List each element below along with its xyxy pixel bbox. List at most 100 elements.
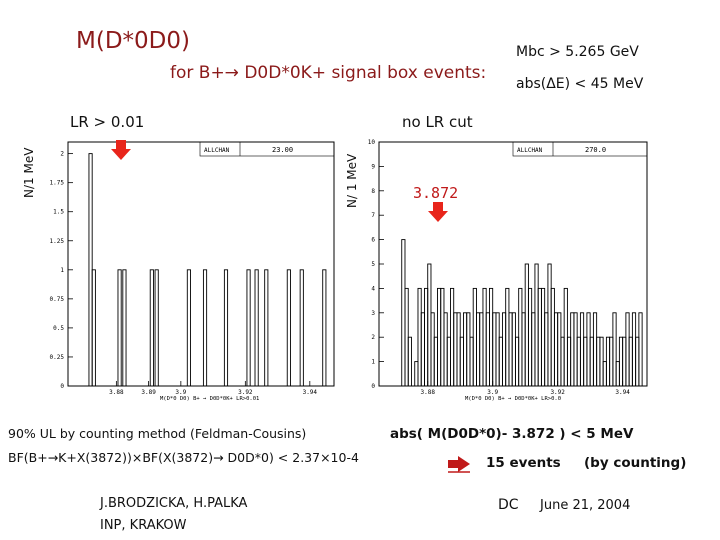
right-bar-41 — [537, 287, 542, 387]
left-bar-11 — [264, 269, 269, 387]
right-bar-28 — [495, 312, 500, 387]
left-y-tick-label: 0.25 — [50, 354, 65, 361]
left-y-tick-label: 1 — [60, 267, 64, 274]
right-x-tick-label: 3.9 — [487, 389, 498, 396]
right-bar-51 — [570, 312, 575, 387]
left-arrow-icon — [111, 140, 131, 160]
left-y-tick-label: 0.75 — [50, 296, 65, 303]
right-bar-6 — [424, 287, 429, 387]
ul-method-note: 90% UL by counting method (Feldman-Cousi… — [8, 426, 307, 441]
right-bar-38 — [527, 287, 533, 387]
left-y-tick-label: 0.5 — [53, 325, 64, 332]
left-x-tick-label: 3.9 — [175, 389, 186, 396]
left-panel-label: LR > 0.01 — [70, 113, 145, 131]
right-bar-7 — [427, 263, 432, 387]
left-stat-label: ALLCHAN — [204, 147, 230, 154]
right-bar-34 — [514, 336, 520, 387]
right-bar-64 — [612, 312, 617, 387]
right-bar-58 — [592, 312, 598, 387]
right-bar-30 — [501, 312, 507, 387]
right-bar-53 — [576, 336, 581, 387]
right-bar-17 — [459, 336, 464, 387]
right-bar-18 — [463, 312, 468, 387]
right-x-tick-label: 3.92 — [550, 389, 565, 396]
left-stat-entries: 23.00 — [272, 146, 293, 154]
right-stat-entries: 270.0 — [585, 146, 606, 154]
right-bar-50 — [566, 336, 572, 387]
left-plot-frame — [67, 141, 335, 387]
right-x-tick-label: 3.88 — [421, 389, 436, 396]
right-bar-44 — [547, 263, 552, 387]
left-x-tick-label: 3.92 — [238, 389, 253, 396]
right-bar-19 — [466, 312, 471, 387]
left-y-tick-label: 2 — [60, 151, 64, 158]
left-x-tick-label: 3.94 — [303, 389, 318, 396]
left-bars-group — [88, 153, 327, 387]
right-bar-57 — [589, 336, 594, 387]
right-bar-33 — [511, 312, 516, 387]
right-bar-21 — [472, 287, 477, 387]
right-bar-59 — [596, 336, 601, 387]
right-bar-11 — [440, 287, 445, 387]
right-plot-footer: M(D*0 D0) B+ → D0D*0K+ LR>0.0 — [465, 396, 561, 402]
right-y-tick-label: 4 — [371, 285, 375, 292]
right-y-tick-label: 7 — [371, 212, 375, 219]
right-bar-8 — [430, 312, 435, 387]
left-bar-6 — [186, 269, 191, 387]
right-bar-26 — [488, 287, 494, 387]
mbc-cut: Mbc > 5.265 GeV — [516, 44, 639, 60]
right-bar-27 — [492, 312, 497, 387]
right-bar-37 — [524, 263, 529, 387]
left-bar-10 — [254, 269, 259, 387]
left-bar-4 — [149, 269, 154, 387]
arrow-right-icon — [448, 456, 470, 473]
right-y-ticks: 0 1 2 3 4 5 6 7 8 9 10 — [368, 139, 384, 390]
right-bar-47 — [557, 312, 562, 387]
right-y-tick-label: 5 — [371, 261, 375, 268]
right-bar-63 — [609, 336, 614, 387]
counting-method: (by counting) — [584, 455, 687, 471]
left-y-tick-label: 0 — [60, 383, 64, 390]
right-bar-16 — [456, 312, 461, 387]
dc-label: DC — [498, 497, 519, 513]
right-bar-54 — [579, 312, 585, 387]
mass-window-note: abs( M(D0D*0)- 3.872 ) < 5 MeV — [390, 426, 634, 442]
right-bar-24 — [482, 287, 487, 387]
left-bar-3 — [122, 269, 127, 387]
left-y-tick-label: 1.5 — [53, 209, 64, 216]
right-bar-12 — [443, 312, 448, 387]
right-y-tick-label: 10 — [368, 139, 376, 146]
right-stat-box: ALLCHAN 270.0 — [512, 141, 648, 157]
left-y-ticks: 0 0.25 0.5 0.75 1 1.25 1.5 1.75 2 — [50, 151, 73, 390]
right-bar-0 — [401, 239, 406, 387]
right-bar-35 — [518, 287, 523, 387]
left-bar-8 — [223, 269, 229, 387]
right-bar-40 — [534, 263, 539, 387]
right-bar-62 — [605, 336, 611, 387]
left-plot-footer: M(D*0 D0) B+ → D0D*0K+ LR>0.01 — [160, 396, 259, 402]
right-bar-56 — [586, 312, 591, 387]
right-bar-60 — [599, 336, 604, 387]
right-bar-65 — [615, 361, 620, 387]
right-bar-39 — [531, 312, 536, 387]
left-bar-2 — [117, 269, 122, 387]
left-stat-box: ALLCHAN 23.00 — [199, 141, 335, 157]
right-arrow-icon — [428, 202, 448, 222]
left-bar-13 — [299, 269, 304, 387]
right-bar-2 — [407, 336, 412, 387]
right-bar-68 — [625, 312, 630, 387]
right-bar-45 — [550, 287, 555, 387]
right-bar-22 — [476, 312, 481, 387]
right-bar-4 — [417, 287, 422, 387]
authors: J.BRODZICKA, H.PALKA — [100, 496, 248, 511]
right-bar-5 — [420, 312, 425, 387]
right-y-tick-label: 8 — [371, 188, 375, 195]
right-bar-10 — [437, 287, 442, 387]
right-y-tick-label: 9 — [371, 163, 375, 170]
right-bar-66 — [618, 336, 624, 387]
left-bar-12 — [286, 269, 291, 387]
peak-label: 3.872 — [413, 184, 458, 202]
right-bar-25 — [485, 312, 490, 387]
left-bar-7 — [202, 269, 208, 387]
right-bar-48 — [560, 336, 565, 387]
